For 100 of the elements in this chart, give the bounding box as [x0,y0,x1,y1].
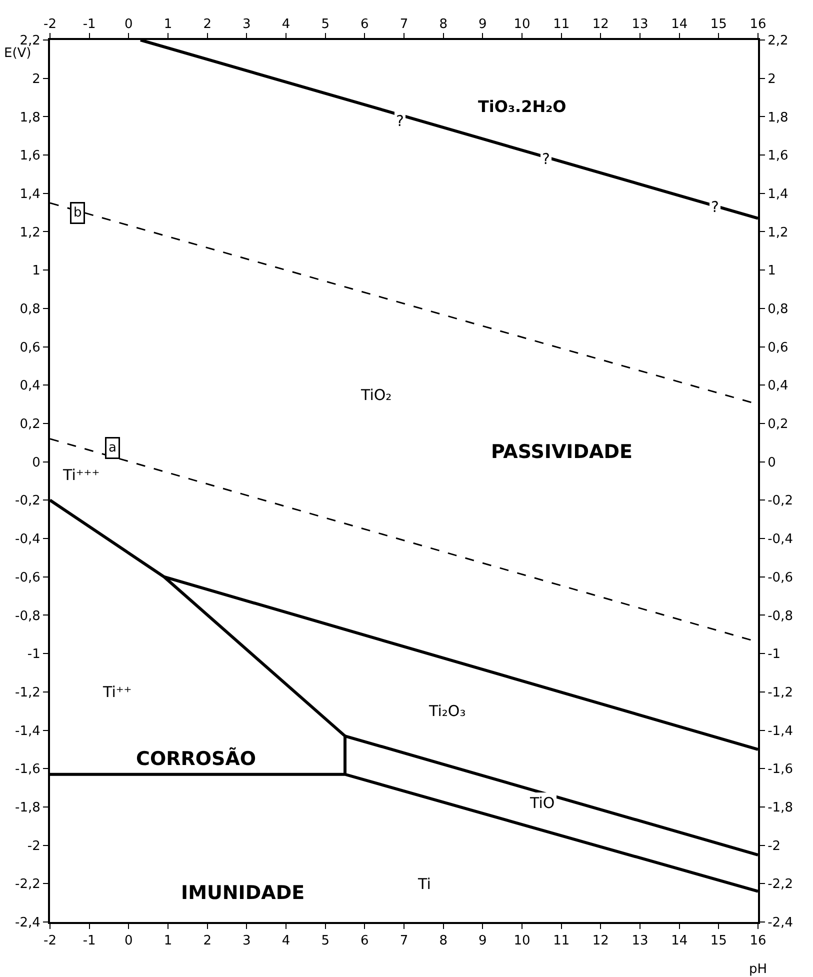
annotation: a [108,440,116,456]
annotation: ? [396,112,404,130]
x2-tick-label: 7 [400,934,408,949]
annotation: ? [542,150,550,168]
x2-tick-label: 8 [439,934,448,949]
x2-tick-label: -2 [44,934,56,949]
x-tick-label: -1 [82,16,96,32]
y-axis-title: E(V) [4,46,32,61]
y-tick-label: 0,6 [20,340,40,356]
x2-tick-label: 14 [671,934,688,949]
y-tick-label: 2 [32,72,40,87]
x2-tick-label: 2 [203,934,212,949]
x-tick-label: 13 [632,16,648,32]
y2-tick-label: -1,6 [768,762,793,778]
y2-tick-label: -0,6 [768,570,793,586]
y2-tick-label: 2,2 [768,34,788,49]
x-tick-label: 9 [478,16,487,32]
y-tick-label: 1,2 [20,225,40,240]
x2-tick-label: 1 [164,934,172,949]
x-tick-label: 14 [671,16,688,32]
x-tick-label: -2 [44,16,56,32]
y-tick-label: -0,2 [15,494,40,509]
x-tick-label: 4 [282,16,290,32]
y2-tick-label: -0,4 [768,532,793,548]
x-tick-label: 5 [321,16,330,32]
y-tick-label: 0,2 [20,417,40,432]
annotation: b [74,206,82,220]
x2-tick-label: 0 [124,934,133,949]
y2-tick-label: 0,4 [768,378,788,394]
x2-tick-label: -1 [82,934,96,949]
x2-tick-label: 11 [553,934,570,949]
x-tick-label: 10 [514,16,530,32]
y-tick-label: 0,4 [20,378,40,394]
y2-tick-label: 1,6 [768,148,788,164]
y-tick-label: 0,8 [20,302,40,317]
x-tick-label: 11 [553,16,570,32]
x-tick-label: 16 [750,16,766,32]
y2-tick-label: -1 [768,647,781,662]
annotation: Ti [417,875,431,893]
x-axis-title: pH [749,962,768,977]
y-tick-label: -2 [27,838,40,854]
y-tick-label: -0,8 [15,608,40,624]
y-tick-label: 1,4 [20,186,40,202]
y2-tick-label: 1,8 [768,110,788,126]
y2-tick-label: 1,2 [768,225,788,240]
annotation: TiO₃.2H₂O [478,97,566,116]
x-tick-label: 15 [710,16,727,32]
x-tick-label: 0 [124,16,133,32]
y-tick-label: -1,4 [15,724,40,739]
x-tick-label: 6 [360,16,369,32]
y2-tick-label: 1 [768,264,776,279]
y-tick-label: -0,4 [15,532,40,548]
x2-tick-label: 3 [242,934,251,949]
x2-tick-label: 4 [282,934,290,949]
x2-tick-label: 5 [321,934,330,949]
y-tick-label: -2,2 [15,877,40,892]
annotation: IMUNIDADE [181,882,305,904]
x2-tick-label: 10 [514,934,530,949]
y2-tick-label: -2,4 [768,916,793,931]
annotation: Ti₂O₃ [428,702,466,720]
y-tick-label: -1,2 [15,685,40,700]
x2-tick-label: 15 [710,934,727,949]
y2-tick-label: 0,8 [768,302,788,317]
annotation: TiO₂ [360,386,392,404]
x-tick-label: 2 [203,16,212,32]
y2-tick-label: -0,8 [768,608,793,624]
annotation: ? [711,198,719,216]
y-tick-label: -1,8 [15,800,40,816]
y2-tick-label: -1,8 [768,800,793,816]
y-tick-label: -1,6 [15,762,40,778]
y-tick-label: 1 [32,264,40,279]
y-tick-label: 1,6 [20,148,40,164]
x2-tick-label: 13 [632,934,648,949]
y-tick-label: -0,6 [15,570,40,586]
x-tick-label: 8 [439,16,448,32]
x2-tick-label: 9 [478,934,487,949]
y2-tick-label: 2 [768,72,776,87]
y2-tick-label: -1,2 [768,685,793,700]
y2-tick-label: 0,6 [768,340,788,356]
annotation: Ti⁺⁺⁺ [62,466,100,484]
annotation: CORROSÃO [136,747,256,770]
y2-tick-label: -1,4 [768,724,793,739]
x-tick-label: 12 [592,16,609,32]
x2-tick-label: 12 [592,934,609,949]
y2-tick-label: 0 [768,455,776,470]
y2-tick-label: -0,2 [768,494,793,509]
y2-tick-label: -2 [768,838,781,854]
y2-tick-label: -2,2 [768,877,793,892]
x2-tick-label: 16 [750,934,766,949]
x-tick-label: 7 [400,16,408,32]
annotation: TiO [529,794,555,812]
x-tick-label: 3 [242,16,251,32]
y-tick-label: -1 [27,647,40,662]
y-tick-label: -2,4 [15,916,40,931]
x-tick-label: 1 [164,16,172,32]
annotation: Ti⁺⁺ [102,683,132,701]
y-tick-label: 1,8 [20,110,40,126]
annotation: PASSIVIDADE [491,441,632,463]
y-tick-label: 0 [32,455,40,470]
y2-tick-label: 0,2 [768,417,788,432]
